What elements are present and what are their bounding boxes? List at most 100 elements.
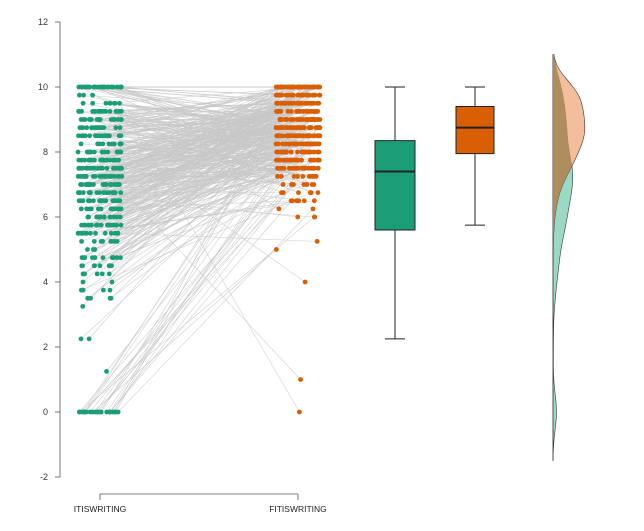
point-itiswriting bbox=[91, 182, 96, 187]
point-itiswriting bbox=[100, 255, 106, 261]
paired-line bbox=[84, 86, 305, 275]
point-itiswriting bbox=[111, 238, 117, 244]
point-itiswriting bbox=[103, 198, 109, 204]
point-fitiswriting bbox=[275, 84, 281, 90]
paired-line bbox=[104, 135, 297, 145]
point-itiswriting bbox=[90, 247, 96, 252]
paired-line bbox=[115, 102, 278, 112]
point-itiswriting bbox=[85, 247, 90, 252]
point-itiswriting bbox=[76, 230, 82, 236]
point-itiswriting bbox=[78, 182, 84, 187]
point-itiswriting bbox=[118, 117, 124, 122]
paired-line bbox=[116, 86, 288, 234]
point-itiswriting bbox=[79, 238, 84, 244]
box-fitiswriting bbox=[455, 106, 495, 155]
y-tick-label: 4 bbox=[43, 277, 48, 287]
point-itiswriting bbox=[80, 198, 86, 204]
point-fitiswriting bbox=[277, 133, 282, 139]
point-fitiswriting bbox=[314, 238, 320, 244]
boxplots bbox=[374, 86, 495, 340]
point-itiswriting bbox=[93, 230, 98, 236]
point-itiswriting bbox=[98, 84, 104, 90]
point-fitiswriting bbox=[309, 182, 315, 187]
point-itiswriting bbox=[87, 165, 93, 171]
point-fitiswriting bbox=[288, 157, 294, 163]
point-itiswriting bbox=[113, 108, 119, 114]
point-fitiswriting bbox=[316, 100, 322, 106]
point-itiswriting bbox=[75, 173, 81, 179]
point-itiswriting bbox=[101, 190, 107, 196]
paired-line bbox=[96, 184, 292, 413]
point-fitiswriting bbox=[280, 133, 286, 139]
point-itiswriting bbox=[109, 222, 115, 228]
paired-line bbox=[92, 249, 277, 413]
paired-line bbox=[81, 167, 297, 185]
point-itiswriting bbox=[101, 214, 107, 220]
point-itiswriting bbox=[81, 255, 87, 261]
paired-line bbox=[97, 127, 282, 169]
point-itiswriting bbox=[86, 214, 92, 220]
point-fitiswriting bbox=[273, 141, 279, 147]
point-fitiswriting bbox=[294, 141, 300, 147]
point-itiswriting bbox=[110, 190, 116, 196]
density-curves bbox=[552, 54, 586, 462]
point-itiswriting bbox=[77, 92, 82, 98]
paired-line bbox=[94, 135, 279, 258]
point-fitiswriting bbox=[308, 157, 313, 163]
point-itiswriting bbox=[79, 165, 85, 171]
point-itiswriting bbox=[104, 368, 109, 374]
point-itiswriting bbox=[92, 263, 98, 269]
point-fitiswriting bbox=[304, 182, 309, 187]
point-itiswriting bbox=[84, 125, 90, 131]
point-fitiswriting bbox=[296, 190, 301, 196]
point-itiswriting bbox=[91, 238, 97, 244]
point-itiswriting bbox=[76, 133, 81, 139]
point-fitiswriting bbox=[286, 141, 292, 147]
point-itiswriting bbox=[91, 149, 97, 155]
point-itiswriting bbox=[78, 141, 84, 147]
point-itiswriting bbox=[94, 190, 100, 196]
point-fitiswriting bbox=[288, 133, 294, 139]
point-itiswriting bbox=[102, 230, 108, 236]
point-itiswriting bbox=[92, 133, 98, 139]
point-itiswriting bbox=[107, 100, 113, 106]
point-fitiswriting bbox=[280, 190, 286, 196]
point-fitiswriting bbox=[315, 133, 321, 139]
point-itiswriting bbox=[102, 108, 108, 114]
point-itiswriting bbox=[97, 141, 102, 147]
point-fitiswriting bbox=[308, 190, 314, 196]
y-tick-label: 0 bbox=[43, 407, 48, 417]
point-fitiswriting bbox=[295, 165, 301, 171]
point-fitiswriting bbox=[274, 108, 279, 114]
point-itiswriting bbox=[87, 190, 93, 196]
point-itiswriting bbox=[96, 214, 102, 220]
point-itiswriting bbox=[92, 125, 98, 131]
point-itiswriting bbox=[112, 100, 118, 106]
point-fitiswriting bbox=[297, 409, 302, 415]
point-itiswriting bbox=[117, 165, 123, 171]
point-fitiswriting bbox=[294, 157, 299, 163]
point-fitiswriting bbox=[280, 182, 286, 187]
paired-line bbox=[89, 119, 313, 185]
paired-line bbox=[98, 143, 313, 413]
point-fitiswriting bbox=[284, 84, 290, 90]
paired-line bbox=[112, 159, 297, 258]
point-fitiswriting bbox=[278, 157, 283, 163]
paired-line bbox=[104, 159, 284, 185]
point-fitiswriting bbox=[312, 141, 317, 147]
point-itiswriting bbox=[118, 133, 124, 139]
point-fitiswriting bbox=[278, 173, 284, 179]
point-itiswriting bbox=[118, 149, 123, 155]
point-fitiswriting bbox=[290, 100, 296, 106]
paired-line bbox=[120, 167, 302, 258]
x-tick-label: FITISWRITING bbox=[269, 504, 327, 514]
point-itiswriting bbox=[106, 141, 112, 147]
point-itiswriting bbox=[81, 222, 87, 228]
paired-line bbox=[109, 200, 292, 413]
point-fitiswriting bbox=[296, 198, 302, 204]
paired-line bbox=[78, 86, 315, 202]
paired-line bbox=[117, 208, 314, 413]
point-fitiswriting bbox=[291, 182, 296, 187]
point-fitiswriting bbox=[312, 214, 318, 220]
point-fitiswriting bbox=[284, 117, 290, 122]
